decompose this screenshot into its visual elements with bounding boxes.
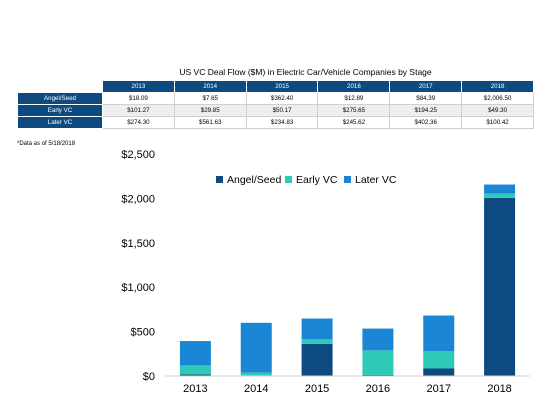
y-tick-label: $2,000: [121, 193, 155, 205]
bar-segment: [362, 374, 394, 376]
table-cell: $275.65: [317, 104, 391, 117]
x-tick-label: 2015: [305, 383, 329, 395]
table-row-label: Early VC: [17, 104, 103, 117]
table-cell: $7.65: [173, 92, 247, 105]
y-tick-label: $1,500: [121, 238, 155, 250]
y-tick-label: $1,000: [121, 282, 155, 294]
legend-label: Later VC: [355, 174, 397, 186]
y-tick-label: $2,500: [121, 149, 155, 161]
bar-segment: [179, 374, 211, 376]
x-tick-label: 2017: [427, 383, 451, 395]
bar-segment: [362, 350, 394, 375]
bar-segment: [423, 315, 455, 352]
deal-flow-table: 2013 2014 2015 2016 2017 2018 Angel/Seed…: [17, 80, 534, 129]
table-row-angel-seed: Angel/Seed $18.09 $7.65 $362.40 $12.89 $…: [17, 92, 534, 105]
y-tick-label: $500: [131, 327, 155, 339]
table-cell: $50.17: [245, 104, 319, 117]
table-cell: $29.85: [173, 104, 247, 117]
table-cell: $194.25: [389, 104, 463, 117]
bar-segment: [240, 372, 272, 376]
footnote: *Data as of 5/18/2018: [17, 141, 76, 147]
table-row-label: Angel/Seed: [17, 92, 103, 105]
bar-segment: [484, 197, 516, 376]
table-cell: $274.30: [102, 116, 175, 129]
x-tick-label: 2018: [487, 383, 511, 395]
table-cell: $561.63: [173, 116, 247, 129]
bar-segment: [423, 351, 455, 369]
bar-segment: [240, 322, 272, 373]
bar-segment: [423, 368, 455, 376]
deal-flow-table-section: US VC Deal Flow ($M) in Electric Car/Veh…: [17, 67, 534, 129]
table-year-header: 2015: [245, 80, 319, 93]
bar-segment: [179, 365, 211, 375]
legend-label: Angel/Seed: [227, 174, 281, 186]
table-header-row: 2013 2014 2015 2016 2017 2018: [17, 80, 534, 93]
table-cell: $2,006.50: [461, 92, 534, 105]
bar-segment: [179, 341, 211, 366]
bar-segment: [484, 193, 516, 198]
legend-swatch: [285, 176, 292, 183]
legend-swatch: [216, 176, 223, 183]
legend-label: Early VC: [296, 174, 338, 186]
table-cell: $49.30: [461, 104, 534, 117]
bar-segment: [301, 343, 333, 376]
table-title: US VC Deal Flow ($M) in Electric Car/Veh…: [179, 67, 432, 77]
table-cell: $402.36: [389, 116, 463, 129]
table-cell: $12.89: [317, 92, 391, 105]
x-tick-label: 2016: [366, 383, 390, 395]
table-row-later-vc: Later VC $274.30 $561.63 $234.83 $245.62…: [17, 116, 534, 129]
table-row-label: Later VC: [17, 116, 103, 129]
table-year-header: 2014: [173, 80, 247, 93]
table-corner: [17, 80, 103, 93]
bar-segment: [301, 339, 333, 344]
table-cell: $245.62: [317, 116, 391, 129]
x-tick-label: 2013: [183, 383, 207, 395]
table-cell: $100.42: [461, 116, 534, 129]
bar-segment: [484, 184, 516, 194]
bar-segment: [301, 318, 333, 340]
y-tick-label: $0: [143, 371, 155, 383]
bar-segment: [362, 328, 394, 351]
table-year-header: 2016: [317, 80, 391, 93]
legend-swatch: [344, 176, 351, 183]
x-tick-label: 2014: [244, 383, 268, 395]
